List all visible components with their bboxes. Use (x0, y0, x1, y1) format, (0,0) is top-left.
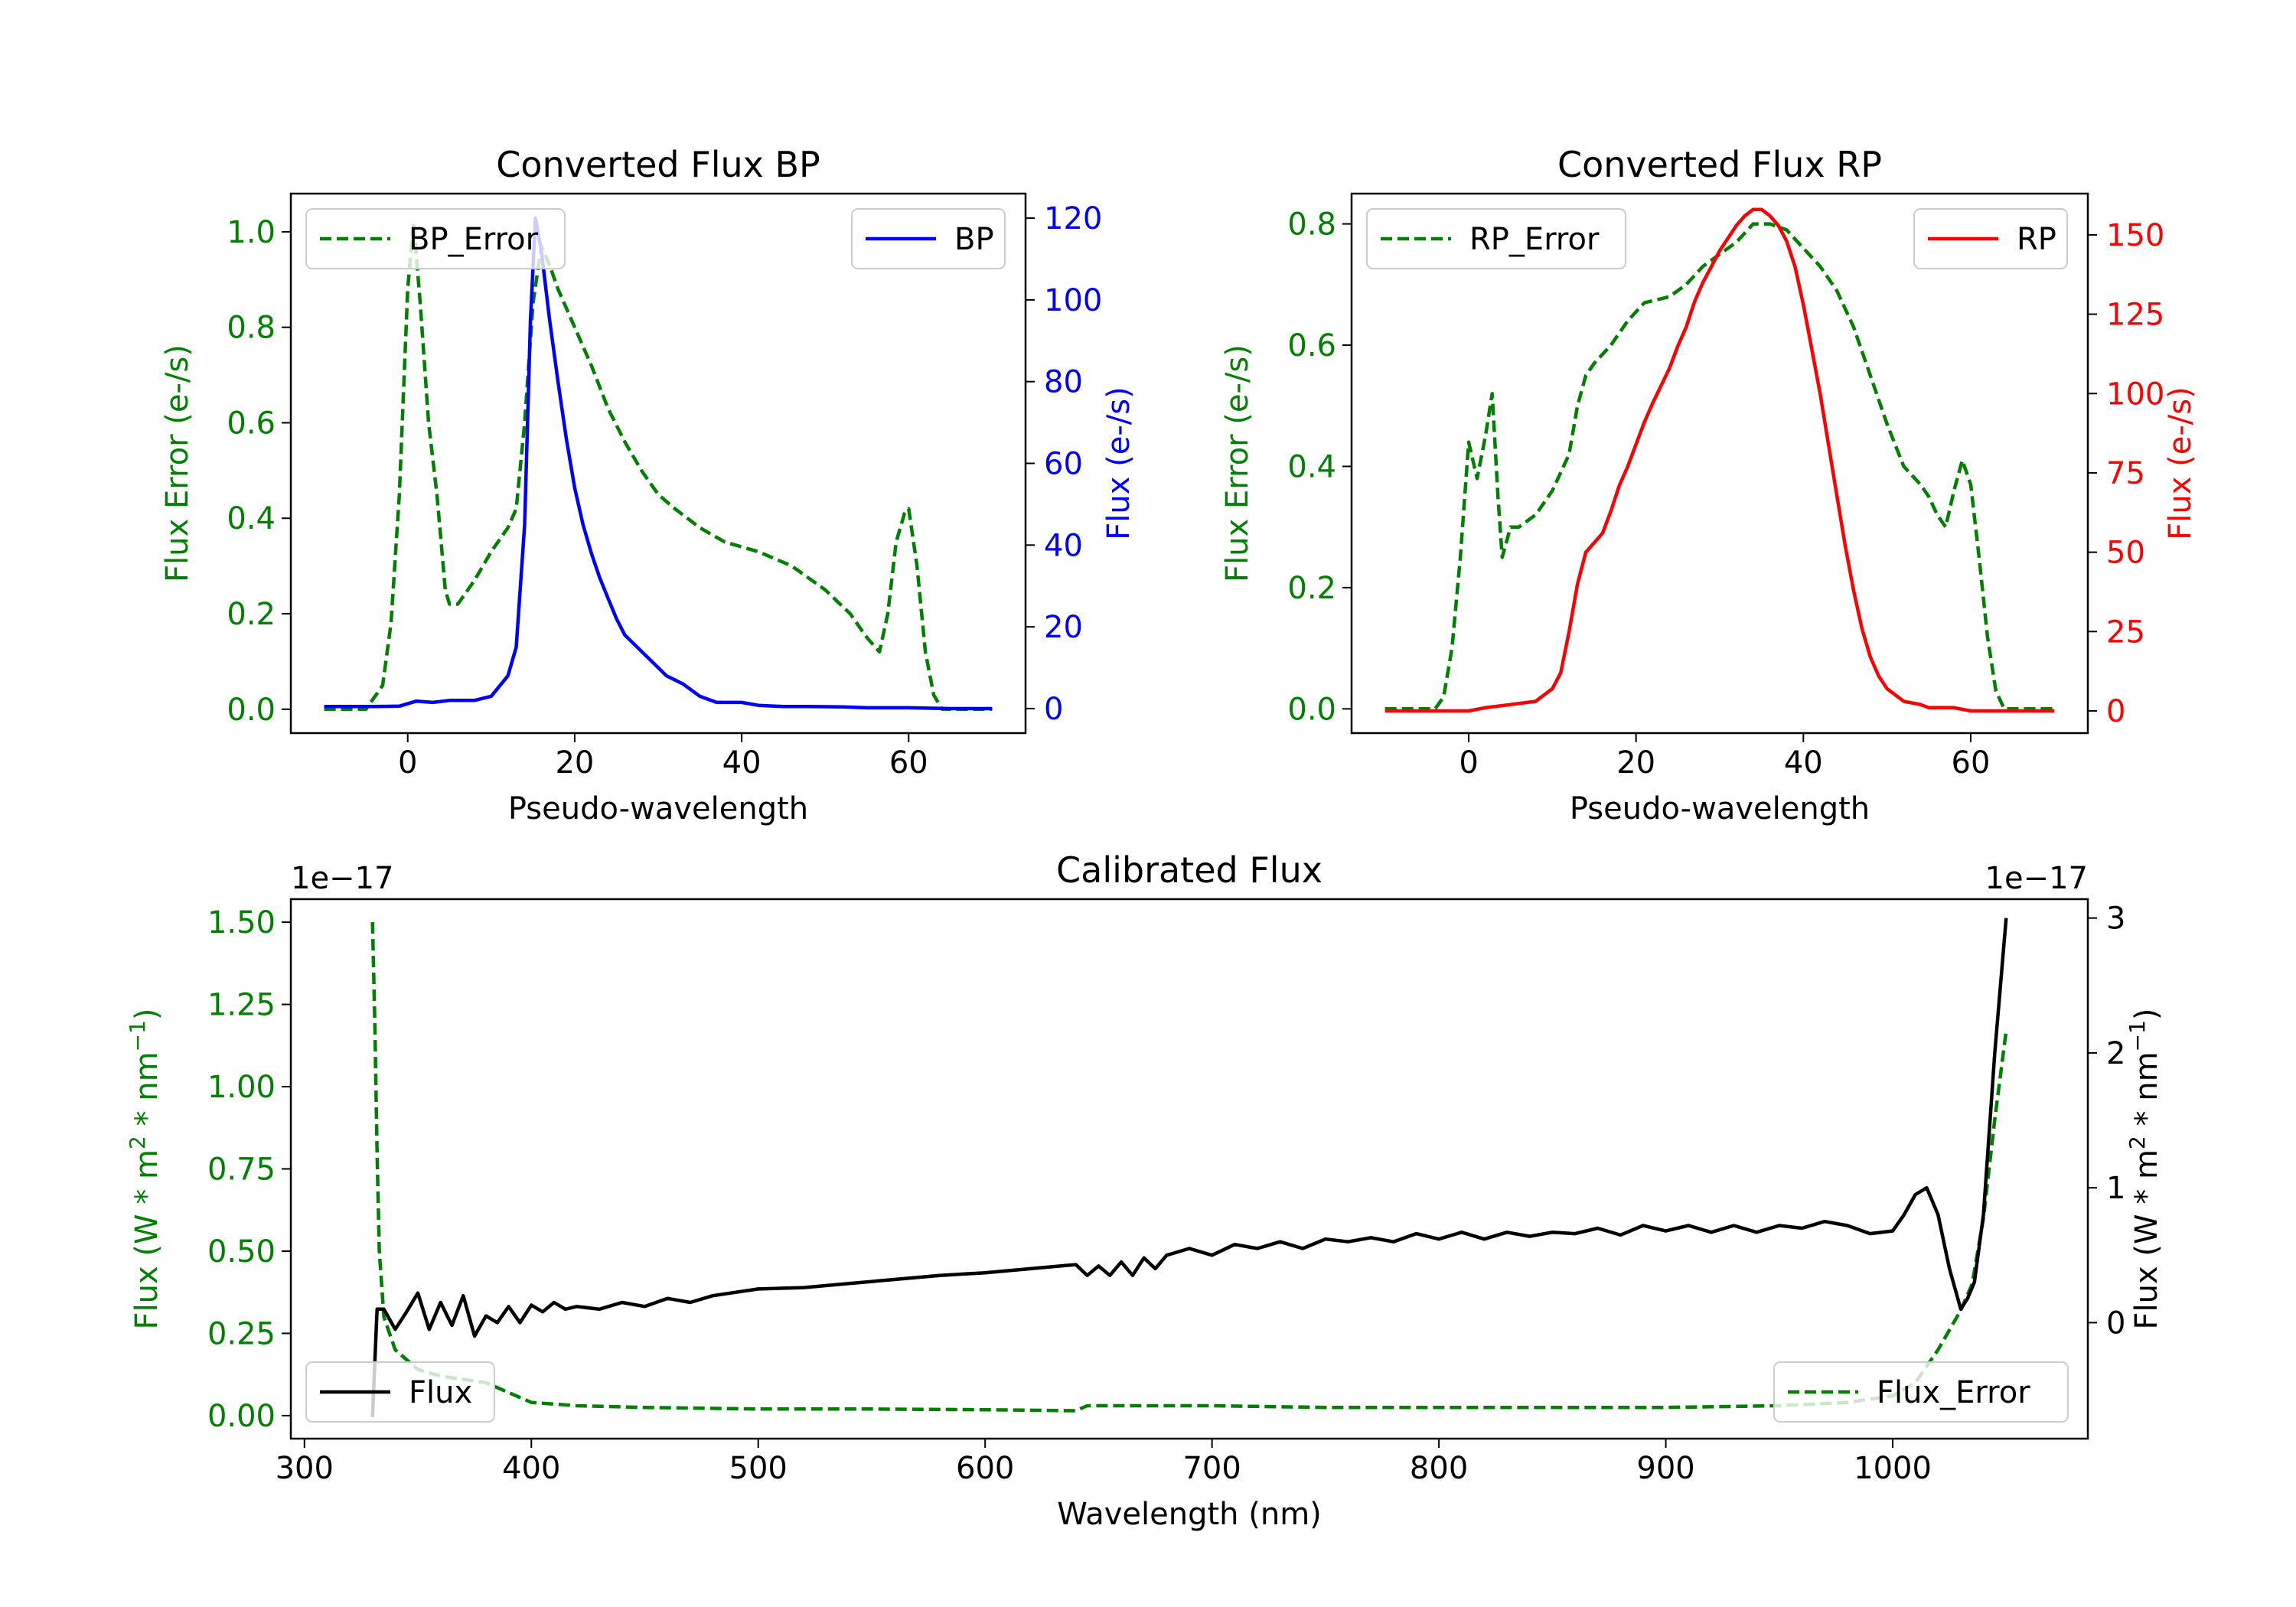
y-right-tick-label: 150 (2106, 218, 2164, 253)
y-left-tick-label: 1.50 (207, 905, 276, 940)
legend-label: Flux (409, 1375, 472, 1410)
y-left-tick-label: 0.6 (227, 406, 276, 441)
x-tick-label: 1000 (1854, 1451, 1932, 1486)
y-right-tick-label: 2 (2106, 1036, 2125, 1071)
y-left-tick-label: 0.4 (227, 501, 276, 536)
y-left-tick-label: 0.0 (1287, 692, 1336, 727)
y-right-offset-label: 1e−17 (1985, 861, 2088, 896)
y-axis-label-left: Flux Error (e-/s) (160, 344, 195, 582)
legend-label: Flux_Error (1877, 1375, 2030, 1410)
legend-label: RP_Error (1469, 222, 1600, 257)
y-left-tick-label: 1.0 (227, 215, 276, 250)
y-left-tick-label: 0.6 (1287, 328, 1336, 363)
x-tick-label: 0 (1459, 745, 1478, 781)
x-axis-label: Pseudo-wavelength (1570, 791, 1870, 826)
chart-panel-1: 0 20 40 60 0.0 0.2 0.4 0.6 0.8 1.0 0 20 40 60 80 100 120… (160, 144, 1137, 826)
y-right-tick-label: 80 (1044, 365, 1083, 400)
y-axis-label-left: Flux Error (e-/s) (1220, 344, 1255, 582)
chart-title: Calibrated Flux (1056, 849, 1322, 891)
x-tick-label: 500 (729, 1451, 788, 1486)
x-tick-label: 60 (889, 745, 928, 781)
y-right-tick-label: 50 (2106, 536, 2145, 571)
legend-box (1366, 208, 1626, 269)
y-left-tick-label: 0.8 (227, 311, 276, 346)
y-right-tick-label: 100 (2106, 376, 2164, 412)
legend-rp-error: RP_Error (1366, 208, 1626, 269)
series-line-bp (324, 216, 993, 711)
y-left-tick-label: 0.8 (1287, 207, 1336, 243)
y-right-tick-label: 120 (1044, 201, 1102, 236)
y-left-offset-label: 1e−17 (291, 861, 393, 896)
series-line-rp (1384, 207, 2055, 713)
y-left-tick-label: 1.00 (207, 1070, 276, 1105)
y-left-tick-label: 0.0 (227, 693, 276, 728)
series-line-flux-error (370, 922, 2008, 1413)
x-axis-label: Pseudo-wavelength (508, 791, 808, 826)
series-line-bp-error (324, 220, 993, 712)
y-right-tick-label: 1 (2106, 1171, 2125, 1206)
x-axis-label: Wavelength (nm) (1057, 1497, 1322, 1532)
x-tick-label: 40 (722, 745, 762, 781)
y-axis-label-right: Flux (W * m2 * nm−1) (2125, 1009, 2165, 1330)
y-right-tick-label: 0 (2106, 1305, 2125, 1341)
x-tick-label: 400 (502, 1451, 560, 1486)
y-right-tick-label: 0 (1044, 692, 1063, 727)
legend-label: BP (954, 222, 994, 257)
y-right-tick-label: 125 (2106, 298, 2164, 333)
y-left-tick-label: 0.25 (207, 1316, 276, 1351)
chart-title: Converted Flux RP (1557, 144, 1882, 185)
y-axis-label-right: Flux (e-/s) (2163, 386, 2198, 539)
chart-title: Converted Flux BP (496, 144, 820, 185)
y-left-tick-label: 0.2 (227, 597, 276, 632)
legend-flux: Flux (305, 1361, 495, 1423)
legend-box (305, 1361, 495, 1423)
series-line-rp-error (1384, 222, 2055, 711)
legend-label: RP (2017, 222, 2056, 257)
x-tick-label: 600 (956, 1451, 1014, 1486)
legend-flux-error: Flux_Error (1773, 1361, 2069, 1423)
y-left-tick-label: 0.2 (1287, 571, 1336, 606)
x-tick-label: 20 (1616, 745, 1655, 781)
y-left-tick-label: 0.4 (1287, 449, 1336, 484)
y-axis-label-left: Flux (W * m2 * nm−1) (125, 1009, 165, 1330)
legend-rp: RP (1913, 208, 2068, 269)
y-right-tick-label: 75 (2106, 456, 2145, 491)
chart-panel-3: 300 400 500 600 700 800 900 1000 0.00 0.25 0.50 0.7… (125, 849, 2165, 1532)
y-left-tick-label: 1.25 (207, 988, 276, 1023)
y-right-tick-label: 0 (2106, 694, 2125, 729)
y-right-tick-label: 20 (1044, 610, 1083, 645)
x-tick-label: 60 (1952, 745, 1991, 781)
x-tick-label: 20 (555, 745, 594, 781)
legend-label: BP_Error (409, 222, 539, 257)
y-left-tick-label: 0.00 (207, 1399, 276, 1434)
x-tick-label: 900 (1636, 1451, 1694, 1486)
y-right-tick-label: 60 (1044, 447, 1083, 482)
x-tick-label: 800 (1410, 1451, 1468, 1486)
x-tick-label: 0 (398, 745, 417, 781)
y-axis-label-right: Flux (e-/s) (1101, 386, 1137, 539)
legend-box (305, 208, 566, 269)
y-right-tick-label: 25 (2106, 614, 2145, 650)
y-right-tick-label: 100 (1044, 283, 1102, 318)
legend-box (1773, 1361, 2069, 1423)
legend-bp-error: BP_Error (305, 208, 566, 269)
y-right-tick-label: 40 (1044, 528, 1083, 563)
y-left-tick-label: 0.75 (207, 1152, 276, 1188)
y-left-tick-label: 0.50 (207, 1234, 276, 1270)
x-tick-label: 40 (1784, 745, 1823, 781)
chart-panel-2: 0 20 40 60 0.0 0.2 0.4 0.6 0.8 0 25 50 75 100 125 150 Co… (1220, 144, 2198, 826)
legend-bp: BP (851, 208, 1006, 269)
y-right-tick-label: 3 (2106, 901, 2125, 937)
x-tick-label: 700 (1182, 1451, 1241, 1486)
x-tick-label: 300 (276, 1451, 334, 1486)
series-line-flux (370, 918, 2008, 1417)
axes-frame (1350, 192, 2089, 735)
